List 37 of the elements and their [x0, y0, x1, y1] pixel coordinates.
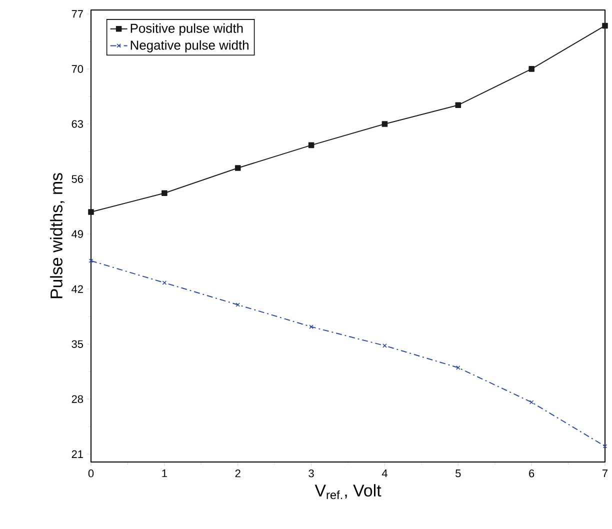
y-tick-label: 35 — [72, 340, 84, 348]
x-tick-label: 3 — [308, 470, 314, 478]
legend-label: Positive pulse width — [130, 23, 243, 36]
point — [456, 365, 460, 370]
y-tick-label: 70 — [72, 65, 84, 73]
point — [382, 121, 388, 127]
x-tick-label: 5 — [456, 470, 461, 478]
point — [309, 324, 314, 329]
x-tick-label: 6 — [529, 470, 534, 478]
point — [88, 258, 94, 263]
x-tick-label: 0 — [88, 470, 94, 478]
point — [529, 400, 534, 404]
y-tick-label: 28 — [72, 395, 83, 403]
point — [236, 302, 240, 307]
y-tick-label: 77 — [72, 10, 83, 18]
point — [528, 66, 534, 72]
point — [455, 102, 462, 108]
x-tick-label: 2 — [235, 470, 240, 478]
point — [162, 190, 168, 196]
y-tick-label: 63 — [72, 120, 83, 128]
point — [88, 209, 94, 215]
legend-label: Negative pulse width — [130, 40, 248, 52]
point — [382, 343, 387, 348]
point — [162, 280, 167, 285]
x-tick-label: 4 — [382, 470, 388, 478]
x-axis-title: V$_{ref.}$, Volt — [314, 484, 382, 500]
point — [308, 142, 314, 148]
y-tick-label: 56 — [72, 175, 83, 183]
y-tick-label: 21 — [72, 450, 83, 458]
y-axis-title: Pulse widths, ms — [50, 173, 64, 298]
y-tick-label: 49 — [72, 230, 83, 238]
point — [602, 444, 608, 448]
y-tick-label: 42 — [72, 285, 83, 293]
x-tick-label: 1 — [162, 470, 167, 478]
point — [602, 22, 608, 29]
x-tick-label: 7 — [602, 470, 608, 478]
point — [234, 165, 241, 171]
